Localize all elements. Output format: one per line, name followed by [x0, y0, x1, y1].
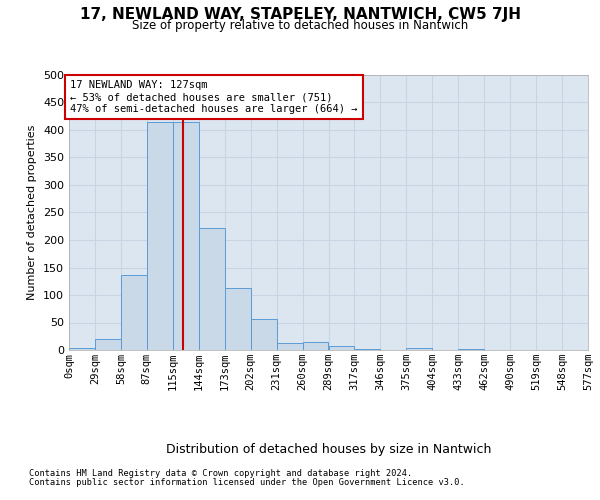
Bar [224, 288, 251, 350]
Bar [277, 344, 302, 350]
Bar [95, 339, 121, 350]
Bar [199, 228, 224, 350]
Bar [329, 346, 355, 350]
Text: Contains public sector information licensed under the Open Government Licence v3: Contains public sector information licen… [29, 478, 464, 487]
Bar [69, 348, 95, 350]
Text: Distribution of detached houses by size in Nantwich: Distribution of detached houses by size … [166, 442, 491, 456]
Text: Contains HM Land Registry data © Crown copyright and database right 2024.: Contains HM Land Registry data © Crown c… [29, 469, 412, 478]
Bar [406, 348, 432, 350]
Text: 17, NEWLAND WAY, STAPELEY, NANTWICH, CW5 7JH: 17, NEWLAND WAY, STAPELEY, NANTWICH, CW5… [79, 8, 521, 22]
Text: 17 NEWLAND WAY: 127sqm
← 53% of detached houses are smaller (751)
47% of semi-de: 17 NEWLAND WAY: 127sqm ← 53% of detached… [70, 80, 358, 114]
Bar [147, 122, 173, 350]
Bar [251, 319, 277, 350]
Bar [302, 342, 329, 350]
Text: Size of property relative to detached houses in Nantwich: Size of property relative to detached ho… [132, 19, 468, 32]
Y-axis label: Number of detached properties: Number of detached properties [28, 125, 37, 300]
Bar [173, 122, 199, 350]
Bar [121, 275, 147, 350]
